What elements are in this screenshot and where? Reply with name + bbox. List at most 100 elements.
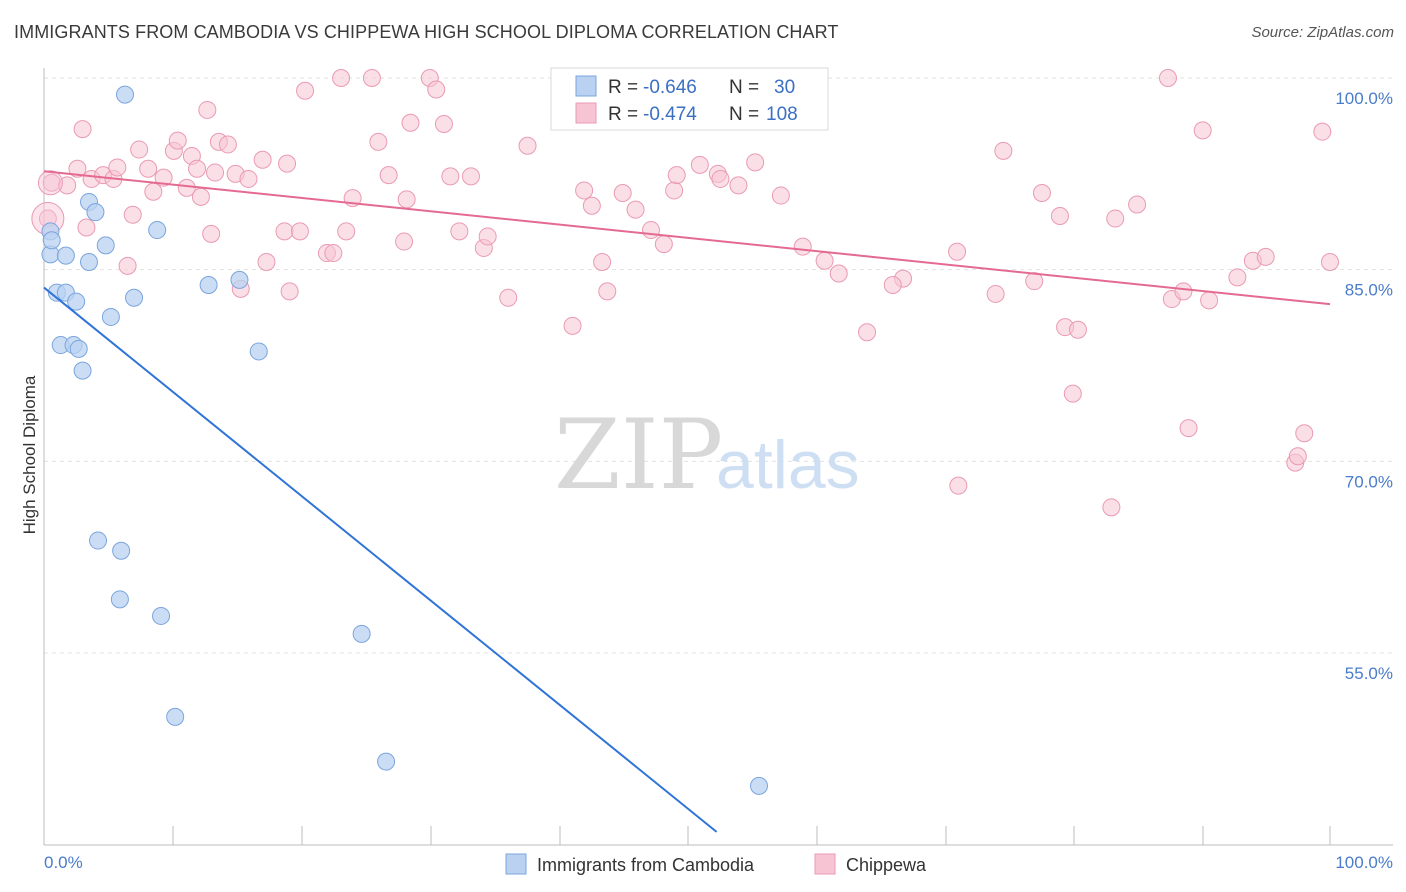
axes: [43, 68, 1393, 846]
chippewa-point: [108, 158, 127, 177]
watermark-zip: ZIP: [554, 399, 723, 511]
chippewa-point: [118, 256, 137, 275]
cambodia-point: [148, 221, 167, 240]
chippewa-point: [188, 159, 207, 178]
chippewa-point: [563, 316, 582, 335]
grid-lines: [44, 77, 1393, 654]
watermark: ZIP atlas: [554, 399, 860, 511]
trend-lines: [43, 170, 1331, 833]
chippewa-point: [290, 222, 309, 241]
chippewa-point: [1063, 384, 1082, 403]
chippewa-point: [337, 222, 356, 241]
stats-r-value-chippewa: -0.474: [643, 104, 697, 125]
chippewa-point: [73, 120, 92, 139]
cambodia-point: [377, 752, 396, 771]
chippewa-point: [1032, 184, 1051, 202]
series-legend: Immigrants from Cambodia Chippewa: [505, 853, 927, 875]
chippewa-point: [1128, 195, 1147, 214]
stats-r-label-chippewa: R =: [608, 104, 638, 125]
chippewa-point: [139, 159, 158, 178]
cambodia-point: [96, 236, 115, 255]
legend-swatch-chippewa: [814, 853, 836, 875]
stats-n-label-cambodia: N =: [729, 77, 759, 98]
y-tick-label-3: 55.0%: [1345, 664, 1393, 683]
chippewa-point: [1158, 69, 1177, 87]
x-tick-label-min: 0.0%: [44, 853, 83, 872]
chippewa-point: [499, 288, 518, 307]
stats-r-value-cambodia: -0.646: [643, 77, 697, 98]
chippewa-point: [218, 135, 237, 154]
chippewa-point: [296, 81, 315, 100]
chippewa-point: [450, 222, 469, 241]
chippewa-point: [191, 187, 210, 206]
chippewa-point: [746, 153, 765, 172]
cambodia-point: [125, 288, 144, 307]
stats-n-value-chippewa: 108: [766, 104, 798, 125]
cambodia-point: [67, 292, 86, 311]
chippewa-point: [729, 176, 748, 195]
x-tick-label-max: 100.0%: [1335, 853, 1393, 872]
chippewa-point: [280, 282, 299, 301]
chippewa-point: [369, 132, 388, 151]
cambodia-point: [89, 531, 108, 550]
cambodia-points: [41, 85, 769, 795]
chippewa-point: [1050, 207, 1069, 225]
chippewa-point: [144, 182, 163, 201]
chippewa-point: [1295, 424, 1314, 443]
chippewa-point: [253, 150, 272, 169]
cambodia-point: [112, 541, 131, 560]
chippewa-point: [278, 154, 297, 173]
stats-n-label-chippewa: N =: [729, 104, 759, 125]
legend-swatch-cambodia: [505, 853, 527, 875]
y-tick-labels: 100.0% 85.0% 70.0% 55.0%: [1335, 89, 1393, 683]
chippewa-point: [994, 141, 1013, 160]
chippewa-point: [654, 235, 673, 254]
cambodia-point: [110, 590, 129, 609]
chippewa-point: [1200, 291, 1219, 310]
y-axis-label: High School Diploma: [20, 375, 39, 534]
chippewa-point: [949, 476, 968, 495]
chippewa-point: [667, 166, 686, 185]
chippewa-point: [154, 168, 173, 187]
chippewa-point: [1228, 268, 1247, 287]
cambodia-point: [101, 307, 120, 326]
chippewa-point: [771, 186, 790, 205]
chippewa-point: [77, 218, 96, 237]
cambodia-point: [352, 624, 371, 643]
chippewa-point: [1068, 320, 1087, 339]
chippewa-point: [858, 323, 877, 342]
chippewa-point: [665, 181, 684, 200]
chippewa-points: [31, 69, 1339, 517]
chart-source: Source: ZipAtlas.com: [1251, 24, 1394, 41]
chippewa-point: [1193, 121, 1212, 140]
chippewa-point: [123, 205, 142, 224]
cambodia-point: [116, 85, 135, 104]
chippewa-point: [690, 155, 709, 174]
chippewa-point: [427, 80, 446, 99]
chippewa-point: [641, 221, 660, 240]
chippewa-point: [206, 163, 225, 182]
y-tick-label-0: 100.0%: [1335, 89, 1393, 108]
chippewa-point: [1174, 282, 1193, 301]
chippewa-point: [1288, 447, 1307, 466]
chippewa-point: [168, 131, 187, 150]
chippewa-point: [401, 113, 420, 132]
chippewa-point: [593, 253, 612, 271]
chippewa-point: [257, 253, 276, 271]
chippewa-point: [1313, 122, 1332, 141]
stats-swatch-cambodia: [575, 75, 597, 97]
cambodia-trend-line: [43, 286, 718, 833]
chippewa-point: [1102, 498, 1121, 517]
chippewa-point: [1106, 209, 1125, 228]
cambodia-point: [230, 270, 249, 289]
chippewa-point: [239, 169, 258, 188]
cambodia-point: [80, 253, 99, 271]
chippewa-point: [397, 190, 416, 209]
cambodia-point: [152, 606, 171, 625]
chippewa-point: [395, 232, 414, 251]
chippewa-point: [626, 200, 645, 219]
cambodia-point: [199, 276, 218, 294]
chippewa-point: [829, 264, 848, 283]
chippewa-trend-line: [43, 170, 1331, 306]
